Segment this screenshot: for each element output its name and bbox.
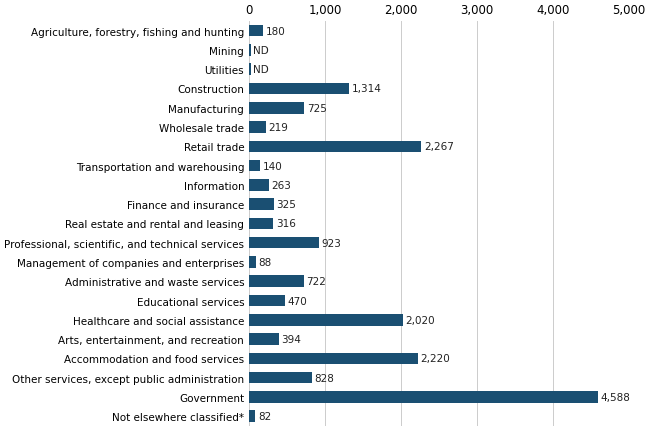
- Text: 923: 923: [322, 238, 342, 248]
- Text: 316: 316: [276, 219, 296, 229]
- Bar: [249, 64, 252, 76]
- Text: 4,588: 4,588: [601, 392, 630, 402]
- Text: 2,267: 2,267: [424, 142, 454, 152]
- Text: ND: ND: [253, 46, 268, 56]
- Bar: [249, 295, 285, 307]
- Text: 394: 394: [281, 334, 302, 344]
- Bar: [249, 314, 402, 326]
- Text: 2,020: 2,020: [406, 315, 435, 325]
- Text: ND: ND: [253, 65, 268, 75]
- Bar: [249, 122, 266, 134]
- Text: 2,220: 2,220: [421, 353, 450, 363]
- Bar: [249, 391, 598, 403]
- Bar: [249, 45, 252, 57]
- Text: 219: 219: [268, 123, 288, 133]
- Bar: [249, 334, 279, 345]
- Bar: [249, 257, 255, 268]
- Bar: [249, 199, 274, 210]
- Bar: [249, 372, 312, 384]
- Text: 828: 828: [315, 373, 335, 383]
- Text: 263: 263: [272, 181, 292, 190]
- Bar: [249, 218, 273, 230]
- Text: 725: 725: [307, 104, 327, 114]
- Text: 722: 722: [307, 276, 326, 286]
- Text: 82: 82: [258, 411, 271, 421]
- Text: 88: 88: [259, 258, 272, 267]
- Bar: [249, 237, 319, 249]
- Text: 140: 140: [263, 161, 282, 171]
- Text: 1,314: 1,314: [352, 84, 382, 94]
- Bar: [249, 103, 304, 114]
- Text: 180: 180: [265, 27, 285, 37]
- Bar: [249, 411, 255, 422]
- Text: 470: 470: [287, 296, 307, 306]
- Bar: [249, 26, 263, 37]
- Bar: [249, 353, 418, 364]
- Bar: [249, 160, 259, 172]
- Bar: [249, 141, 421, 153]
- Bar: [249, 276, 304, 287]
- Bar: [249, 180, 269, 191]
- Text: 325: 325: [276, 200, 296, 210]
- Bar: [249, 83, 349, 95]
